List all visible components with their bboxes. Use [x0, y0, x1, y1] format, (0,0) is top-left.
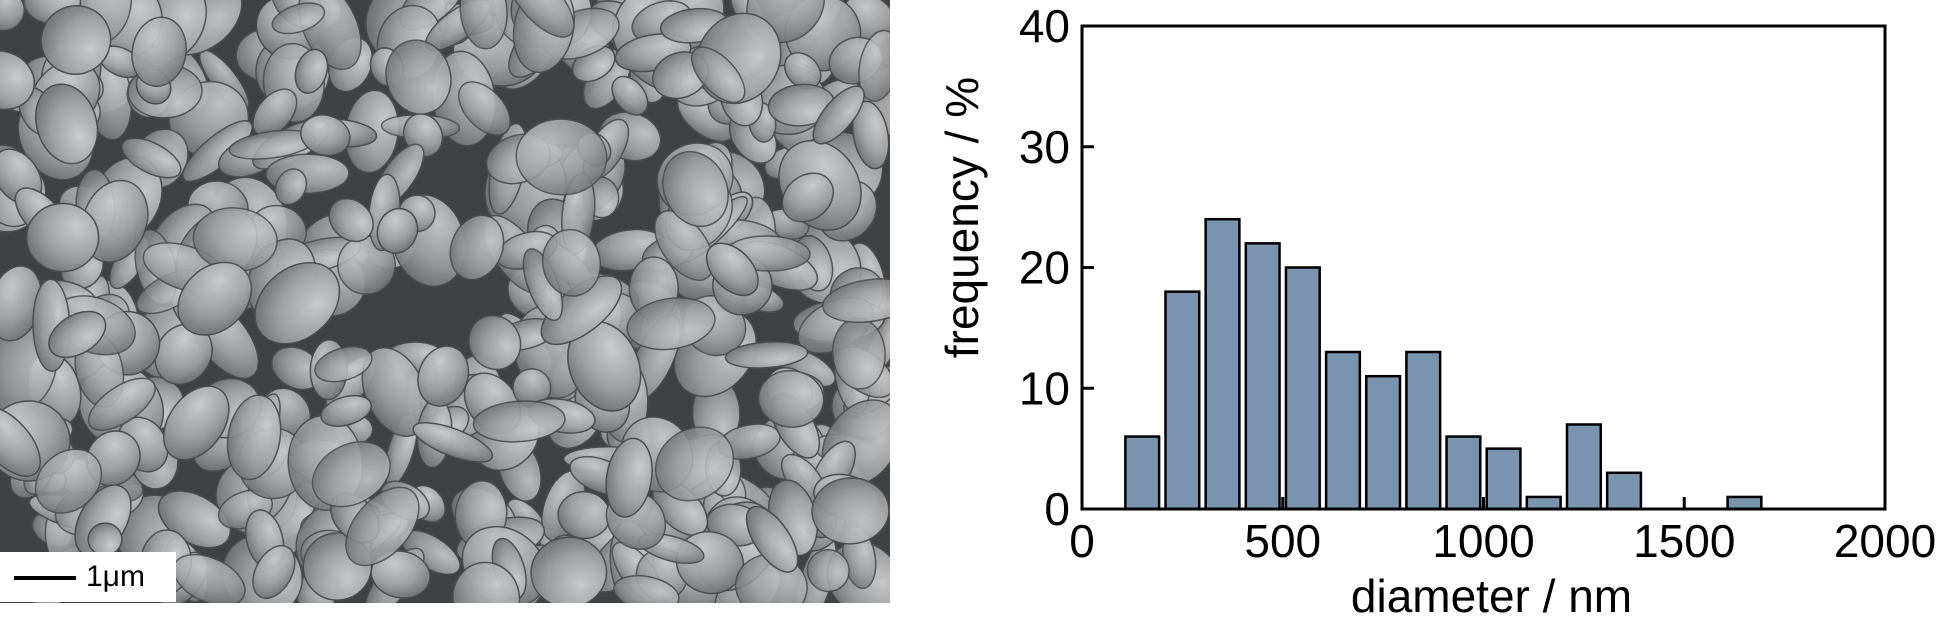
histogram-bar-1 [1164, 290, 1201, 511]
particle-shape [705, 242, 759, 297]
particle-shape [294, 48, 329, 94]
particle-shape [34, 448, 103, 514]
particle-shape [806, 549, 850, 593]
particle-shape [271, 2, 326, 35]
particle-shape [314, 345, 373, 383]
particle-shape [40, 5, 112, 75]
particle-shape [177, 261, 253, 336]
y-tick-label-4: 40 [1019, 0, 1070, 52]
particle-shape [48, 310, 107, 359]
particle-shape [605, 437, 653, 518]
bars-layer [1124, 217, 1763, 511]
histogram-bar-11 [1565, 423, 1602, 511]
particle-shape [274, 168, 308, 206]
scale-bar-box: 1μm [0, 552, 176, 602]
particle-shape [328, 197, 374, 243]
particle-shape [320, 394, 373, 427]
particle-shape [385, 39, 452, 115]
x-axis-title: diameter / nm [1351, 570, 1632, 620]
histogram-bar-6 [1365, 374, 1402, 511]
particle-shape [34, 83, 99, 165]
particle-shape [25, 202, 100, 273]
particle-shape [852, 100, 890, 170]
histogram-bar-8 [1445, 435, 1482, 511]
particle-shape [87, 377, 156, 431]
particle-shape [376, 207, 419, 254]
y-tick-label-0: 0 [1044, 483, 1070, 535]
histogram-bar-4 [1284, 266, 1321, 511]
particle-shape [541, 228, 602, 297]
particle-shape [724, 341, 809, 369]
y-tick-label-1: 10 [1019, 362, 1070, 414]
histogram-bar-3 [1244, 242, 1281, 511]
histogram-bar-10 [1525, 495, 1562, 511]
particle-shape [507, 0, 575, 38]
particle-shape [412, 421, 494, 463]
particle-shape [121, 137, 182, 179]
scale-bar-label: 1μm [86, 560, 145, 593]
plot-frame [1080, 24, 1887, 511]
y-tick-label-3: 30 [1019, 121, 1070, 173]
particle-shape [811, 477, 890, 545]
histogram-bar-0 [1124, 435, 1161, 511]
particle-shape [530, 536, 608, 603]
particle-shape [472, 400, 566, 443]
particle-shape [0, 405, 41, 477]
particle-shape [613, 574, 680, 603]
histogram-bar-2 [1204, 217, 1241, 511]
histogram-bar-5 [1324, 350, 1362, 511]
particle-shape [345, 486, 420, 567]
particle-shape [163, 385, 230, 461]
particle-shape [252, 544, 296, 599]
particle-shape [459, 0, 508, 50]
particle-shape [0, 0, 25, 32]
particle-shape [611, 75, 649, 116]
x-tick-label-2: 1000 [1432, 515, 1534, 567]
particle-shape [449, 214, 505, 281]
sem-micrograph: 1μm [0, 0, 890, 603]
particle-shape [822, 278, 890, 323]
particle-shape [757, 369, 825, 428]
particle-shape [370, 550, 431, 599]
particle-shape [812, 85, 865, 145]
x-tick-label-1: 500 [1244, 515, 1321, 567]
particle-shape [468, 314, 522, 371]
ticks-layer: 0 500 1000 1500 2000 0 10 20 30 40 [1019, 0, 1936, 567]
particle-shape [654, 426, 735, 502]
particle-shape [781, 172, 834, 223]
particle-shape [131, 16, 187, 88]
y-axis-title: frequency / % [936, 77, 988, 358]
x-tick-label-0: 0 [1069, 515, 1095, 567]
particle-shape [0, 50, 35, 111]
particle-shape [858, 29, 890, 102]
particle-shape [226, 394, 282, 481]
particle-shape [626, 297, 716, 351]
particle-shape [690, 46, 746, 104]
x-tick-label-4: 2000 [1834, 515, 1936, 567]
particle-shape [300, 114, 351, 157]
particle-shape [458, 81, 511, 136]
particle-shape [745, 505, 799, 573]
particle-shape [662, 150, 729, 228]
particle-shape [417, 345, 470, 407]
particle-image [0, 0, 890, 603]
histogram-bar-12 [1605, 471, 1643, 511]
histogram-bar-7 [1405, 350, 1442, 511]
particle-shape [254, 261, 341, 345]
histogram-panel: 0 500 1000 1500 2000 0 10 20 30 40 diameter / nm … [930, 0, 1945, 620]
particle-shape [452, 561, 521, 603]
particle-shape [311, 441, 391, 508]
particle-shape [654, 210, 715, 281]
x-tick-label-3: 1500 [1633, 515, 1735, 567]
scale-bar [14, 576, 76, 580]
y-tick-label-2: 20 [1019, 242, 1070, 294]
particle-shape [515, 118, 608, 196]
histogram-bar-9 [1485, 447, 1522, 511]
histogram-bar-13 [1726, 495, 1763, 511]
